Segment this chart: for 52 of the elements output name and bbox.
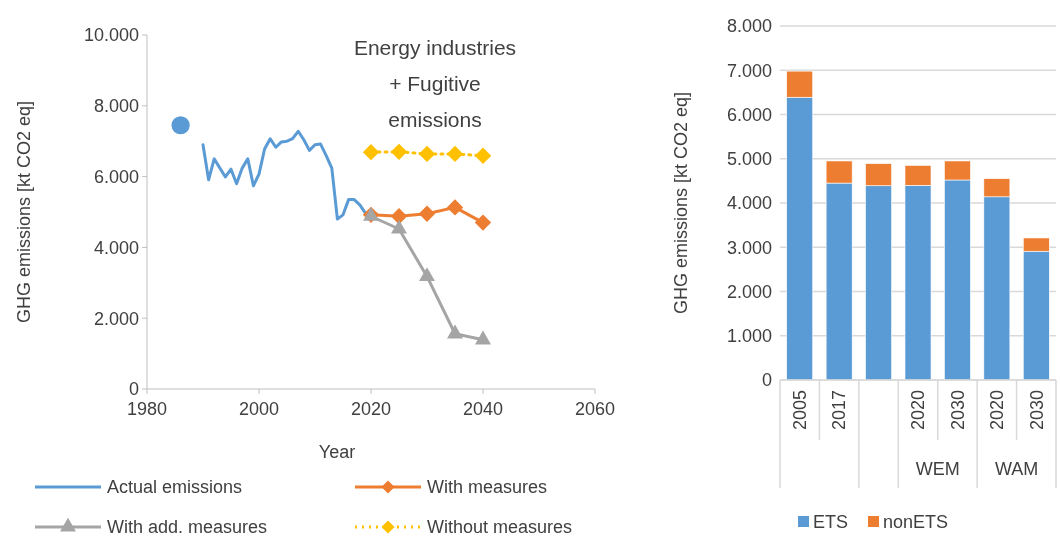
text: WEM [915,459,960,479]
x-axis-title: Year [318,442,356,462]
point [418,145,436,163]
y-tick-label: 5.000 [726,149,772,170]
y-tick-label: 0 [128,379,139,400]
legend-label: With measures [427,477,548,498]
y-axis-title: GHG emissions [kt CO2 eq] [14,100,34,324]
point [362,144,380,161]
x-tick-label: 2060 [574,399,616,419]
legend-label: nonETS [883,512,949,533]
x-tick-label: 1980 [126,399,168,419]
y-tick-label: 0 [761,370,772,391]
y-tick-label: 6.000 [93,166,139,187]
text: Energy industries + Fugitive emissions [353,36,517,131]
legend-label: With add. measures [107,517,268,536]
y-tick-label: 3.000 [726,237,772,258]
y-tick-label: 4.000 [93,237,139,258]
text: WAM [994,459,1039,479]
point [446,145,464,163]
x-tick-label: 2000 [238,399,280,419]
legend-label: ETS [813,512,849,533]
point [171,116,190,135]
legend-label: Without measures [427,517,573,536]
y-tick-label: 2.000 [93,308,139,329]
y-axis-title: GHG emissions [kt CO2 eq] [671,91,691,315]
x-tick-label: 2020 [350,399,392,419]
point [391,219,407,234]
x-tick-label: 2020 [987,390,1008,431]
y-tick-label: 2.000 [726,281,772,302]
point [390,208,408,225]
y-tick-label: 8.000 [726,16,772,37]
y-tick-label: 8.000 [93,96,139,117]
point [474,147,492,164]
point [475,330,491,345]
y-tick-label: 4.000 [726,193,772,214]
y-tick-label: 6.000 [726,104,772,125]
point [474,214,492,231]
y-tick-label: 1.000 [726,326,772,347]
point [419,267,435,282]
point [418,205,436,222]
x-tick-label: 2040 [462,399,504,419]
x-tick-label: 2017 [829,390,850,431]
legend-label: Actual emissions [107,477,243,498]
y-tick-label: 10.000 [83,25,139,46]
x-tick-label: 2030 [1026,390,1047,431]
point [446,199,464,216]
point [447,324,463,339]
y-tick-label: 7.000 [726,60,772,81]
point [390,143,408,160]
x-tick-label: 2020 [908,390,929,431]
x-tick-label: 2030 [947,390,968,431]
x-tick-label: 2005 [790,390,811,431]
